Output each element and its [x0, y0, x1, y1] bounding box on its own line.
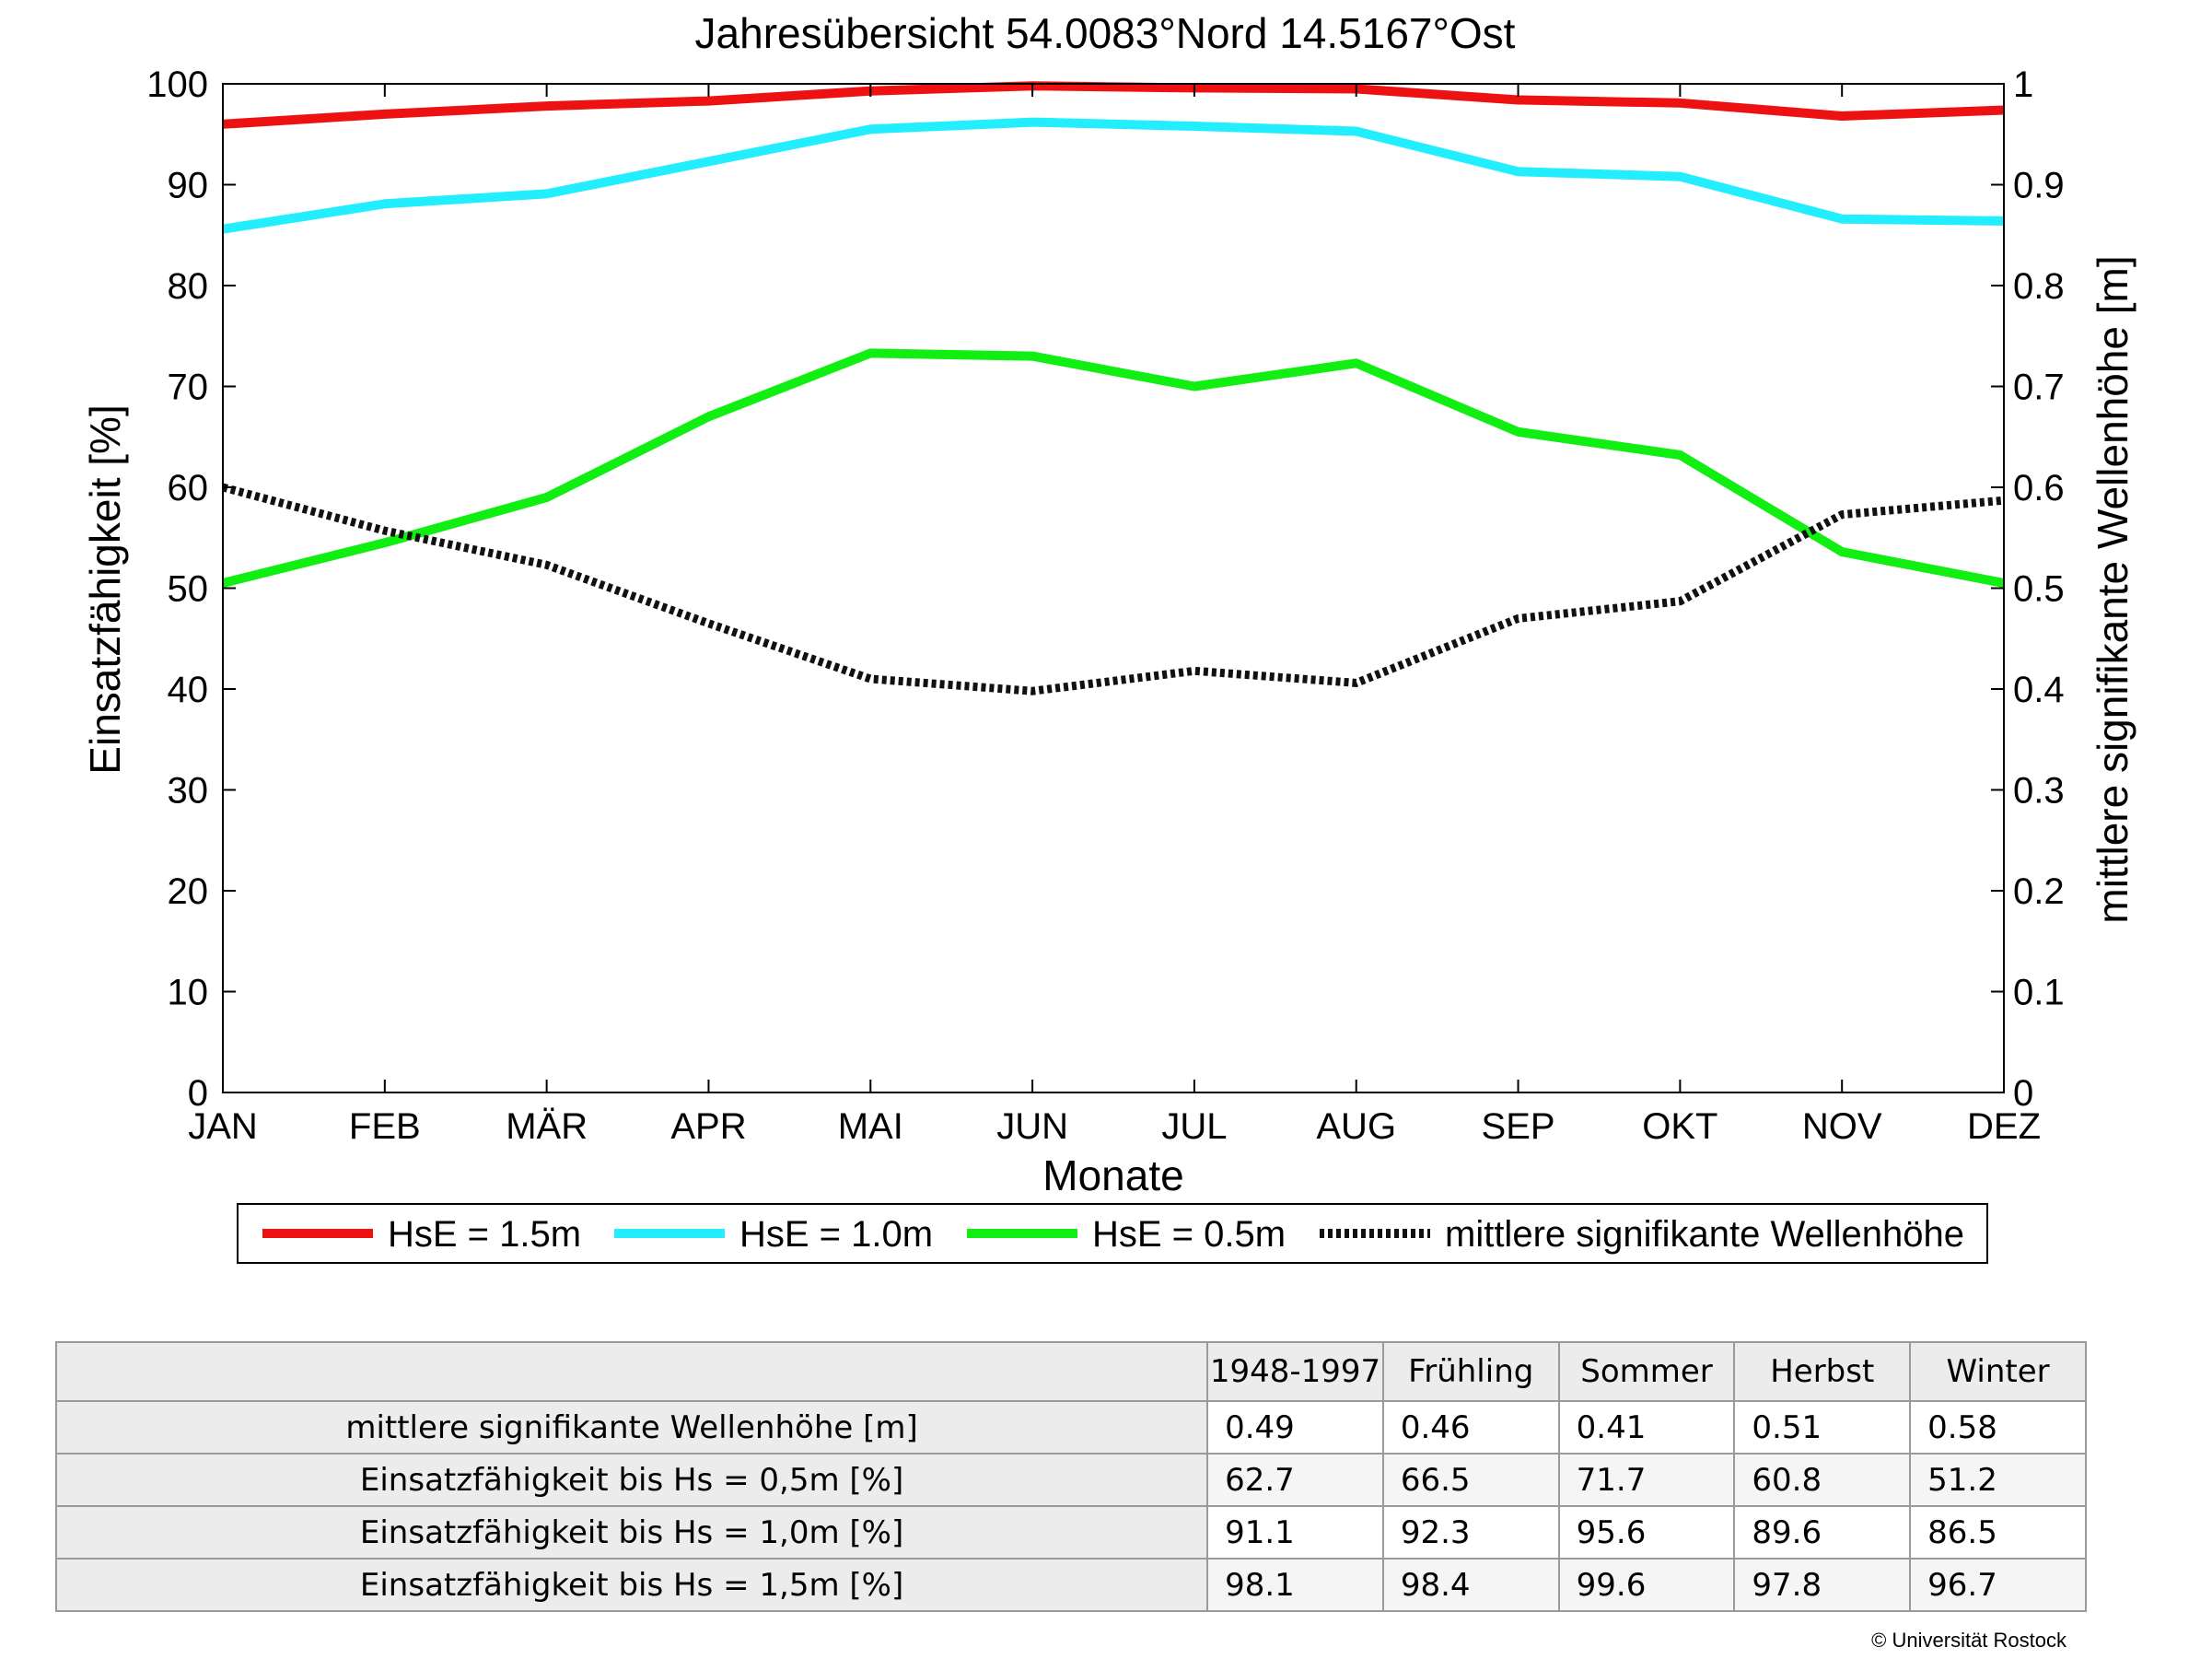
y2-tick-label: 0.5: [2013, 569, 2065, 610]
table-row-label: mittlere signifikante Wellenhöhe [m]: [54, 1400, 1209, 1455]
y2-tick-label: 0.2: [2013, 871, 2065, 912]
table-cell: 51.2: [1909, 1453, 2087, 1507]
x-tick-label: APR: [670, 1106, 746, 1147]
axes-layer: 0 10 20 30 40 50 60 70 80 90 100 0 0.1 0.2 0.3 0.4 0.5 0.…: [146, 64, 2064, 1147]
y-tick-label: 80: [168, 266, 209, 307]
legend-items: HsE = 1.5m HsE = 1.0m HsE = 0.5m mittlere s…: [262, 1214, 1964, 1255]
table-cell: 0.49: [1206, 1400, 1384, 1455]
table-cell: 98.1: [1206, 1558, 1384, 1612]
table-cell: 96.7: [1909, 1558, 2087, 1612]
series-line: [221, 348, 2005, 588]
y2-tick-label: 0: [2013, 1073, 2033, 1114]
summary-table: 1948-1997 Frühling Sommer Herbst Winter …: [54, 1341, 2087, 1612]
table-cell: 98.4: [1381, 1558, 1560, 1612]
table-row-label: Einsatzfähigkeit bis Hs = 0,5m [%]: [54, 1453, 1209, 1507]
x-tick-label: SEP: [1482, 1106, 1555, 1147]
table-cell: 91.1: [1206, 1505, 1384, 1560]
y-tick-label: 10: [168, 973, 209, 1013]
y2-tick-label: 0.7: [2013, 368, 2065, 408]
y2-tick-label: 1: [2013, 64, 2033, 105]
legend-box: [237, 1203, 1988, 1264]
table-cell: 99.6: [1557, 1558, 1736, 1612]
x-tick-label: JUL: [1161, 1106, 1227, 1147]
y-tick-label: 100: [146, 64, 208, 105]
table-cell: 60.8: [1733, 1453, 1912, 1507]
table-row-label: Einsatzfähigkeit bis Hs = 1,0m [%]: [54, 1505, 1209, 1560]
table-row: Einsatzfähigkeit bis Hs = 1,0m [%] 91.1 …: [54, 1505, 2087, 1560]
legend: HsE = 1.5m HsE = 1.0m HsE = 0.5m mittlere s…: [237, 1203, 1988, 1264]
y-tick-label: 0: [188, 1073, 208, 1114]
table-row: Einsatzfähigkeit bis Hs = 1,5m [%] 98.1 …: [54, 1558, 2087, 1612]
table-corner-cell: [54, 1341, 1209, 1402]
x-tick-label: MAI: [838, 1106, 903, 1147]
x-tick-label: DEZ: [1967, 1106, 2041, 1147]
legend-label: HsE = 1.5m: [388, 1214, 581, 1255]
y-tick-label: 20: [168, 871, 209, 912]
table-cell: 0.41: [1557, 1400, 1736, 1455]
x-tick-label: JUN: [996, 1106, 1068, 1147]
table-cell: 0.46: [1381, 1400, 1560, 1455]
table-row: Einsatzfähigkeit bis Hs = 0,5m [%] 62.7 …: [54, 1453, 2087, 1507]
x-tick-label: JAN: [188, 1106, 258, 1147]
table-column-header: 1948-1997: [1206, 1341, 1384, 1402]
y2-tick-label: 0.3: [2013, 771, 2065, 812]
table-cell: 0.51: [1733, 1400, 1912, 1455]
x-tick-label: FEB: [349, 1106, 421, 1147]
y-tick-label: 40: [168, 670, 209, 710]
legend-label: mittlere signifikante Wellenhöhe: [1445, 1214, 1964, 1255]
table-header-row: 1948-1997 Frühling Sommer Herbst Winter: [54, 1341, 2087, 1402]
y-tick-label: 70: [168, 368, 209, 408]
table-cell: 97.8: [1733, 1558, 1912, 1612]
y2-tick-label: 0.9: [2013, 166, 2065, 206]
series-line: [222, 117, 2005, 234]
table-column-header: Herbst: [1733, 1341, 1912, 1402]
y2-tick-label: 0.6: [2013, 468, 2065, 508]
y-tick-label: 90: [168, 166, 209, 206]
table-cell: 92.3: [1381, 1505, 1560, 1560]
table-cell: 89.6: [1733, 1505, 1912, 1560]
x-tick-label: MÄR: [506, 1106, 588, 1147]
table-cell: 86.5: [1909, 1505, 2087, 1560]
series-layer: [221, 81, 2005, 695]
x-tick-label: OKT: [1642, 1106, 1717, 1147]
y-tick-label: 60: [168, 468, 209, 508]
table-cell: 0.58: [1909, 1400, 2087, 1455]
table-cell: 95.6: [1557, 1505, 1736, 1560]
legend-label: HsE = 1.0m: [739, 1214, 933, 1255]
table-cell: 71.7: [1557, 1453, 1736, 1507]
y2-tick-label: 0.8: [2013, 266, 2065, 307]
table-cell: 62.7: [1206, 1453, 1384, 1507]
copyright-notice: © Universität Rostock: [1871, 1629, 2066, 1652]
x-axis-label: Monate: [1042, 1151, 1183, 1199]
chart-title: Jahresübersicht 54.0083°Nord 14.5167°Ost: [695, 9, 1516, 57]
x-tick-label: AUG: [1316, 1106, 1396, 1147]
series-line: [222, 81, 2005, 129]
y2-tick-label: 0.1: [2013, 973, 2065, 1013]
table-row: mittlere signifikante Wellenhöhe [m] 0.4…: [54, 1400, 2087, 1455]
y-axis-label: Einsatzfähigkeit [%]: [81, 404, 129, 774]
y-tick-label: 50: [168, 569, 209, 610]
table-row-label: Einsatzfähigkeit bis Hs = 1,5m [%]: [54, 1558, 1209, 1612]
chart: Jahresübersicht 54.0083°Nord 14.5167°Ost…: [81, 9, 2136, 1264]
x-tick-label: NOV: [1802, 1106, 1882, 1147]
legend-label: HsE = 0.5m: [1092, 1214, 1286, 1255]
y2-tick-label: 0.4: [2013, 670, 2065, 710]
y-tick-label: 30: [168, 771, 209, 812]
table-column-header: Winter: [1909, 1341, 2087, 1402]
table-cell: 66.5: [1381, 1453, 1560, 1507]
table-column-header: Frühling: [1381, 1341, 1560, 1402]
y2-axis-label: mittlere signifikante Wellenhöhe [m]: [2089, 255, 2136, 923]
table-column-header: Sommer: [1557, 1341, 1736, 1402]
plot-frame: [222, 83, 2005, 1093]
series-line: [221, 483, 2005, 695]
